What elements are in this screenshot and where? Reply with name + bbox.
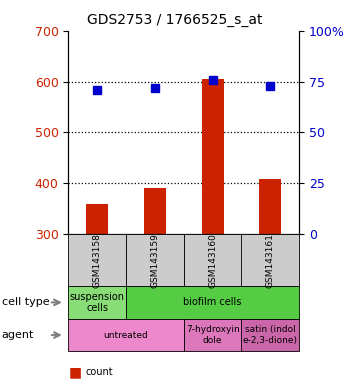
Text: GSM143158: GSM143158	[93, 233, 101, 288]
Text: untreated: untreated	[104, 331, 148, 339]
Text: GSM143160: GSM143160	[208, 233, 217, 288]
Text: GSM143161: GSM143161	[266, 233, 275, 288]
Text: biofilm cells: biofilm cells	[183, 297, 242, 308]
Text: count: count	[86, 367, 113, 377]
Bar	[202, 79, 224, 234]
Text: 7-hydroxyin
dole: 7-hydroxyin dole	[186, 325, 239, 345]
Text: GDS2753 / 1766525_s_at: GDS2753 / 1766525_s_at	[87, 13, 263, 27]
Text: ■: ■	[68, 366, 81, 379]
Text: suspension
cells: suspension cells	[70, 291, 125, 313]
Text: GSM143159: GSM143159	[150, 233, 159, 288]
Bar	[259, 179, 281, 234]
Bar	[144, 189, 166, 234]
Bar	[86, 204, 108, 234]
Text: satin (indol
e-2,3-dione): satin (indol e-2,3-dione)	[243, 325, 298, 345]
Text: agent: agent	[2, 330, 34, 340]
Text: cell type: cell type	[2, 297, 49, 308]
